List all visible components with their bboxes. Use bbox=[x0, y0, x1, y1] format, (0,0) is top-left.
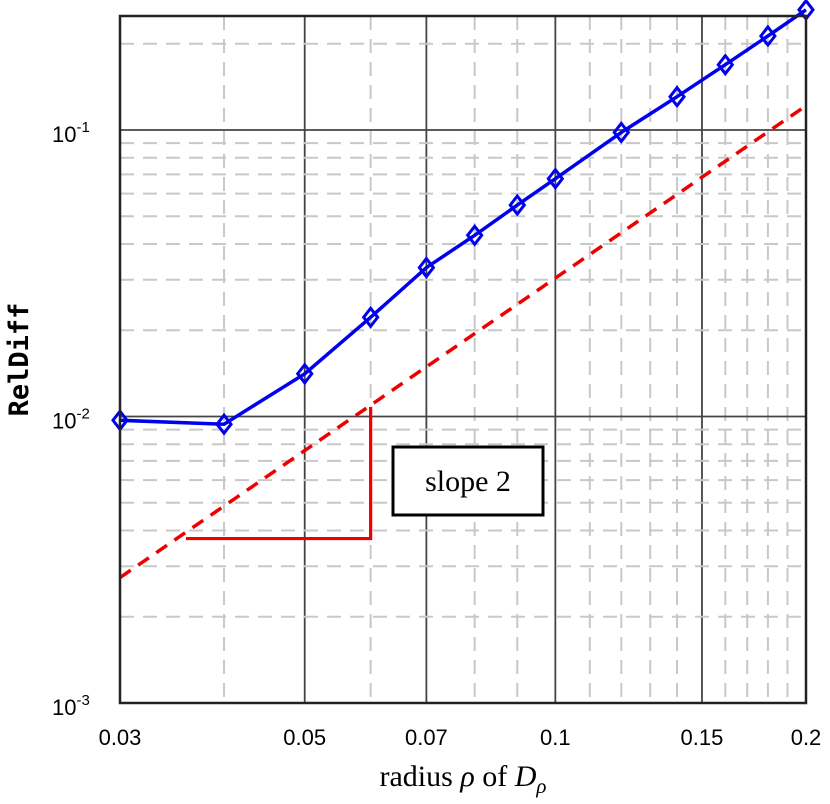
slope-annotation: slope 2 bbox=[185, 406, 545, 541]
y-tick-labels: 10-3 10-2 10-1 bbox=[52, 119, 90, 720]
y-tick-label: 10-1 bbox=[52, 119, 90, 147]
y-axis-label: RelDiff bbox=[4, 303, 35, 417]
x-tick-label: 0.07 bbox=[405, 725, 448, 750]
data-point-marker bbox=[508, 193, 527, 217]
x-tick-label: 0.1 bbox=[540, 725, 571, 750]
reference-slope-line bbox=[119, 104, 807, 580]
x-tick-label: 0.05 bbox=[283, 725, 326, 750]
data-point-marker bbox=[215, 412, 233, 436]
series-layer bbox=[111, 0, 815, 580]
y-tick-label: 10-2 bbox=[52, 406, 90, 434]
data-point-marker bbox=[465, 223, 484, 247]
data-point-marker bbox=[417, 256, 436, 280]
x-tick-labels: 0.03 0.05 0.07 0.1 0.15 0.2 bbox=[99, 725, 822, 750]
data-point-marker bbox=[295, 362, 314, 386]
data-point-marker bbox=[546, 167, 565, 191]
data-series-line bbox=[119, 8, 807, 426]
x-tick-label: 0.2 bbox=[791, 725, 822, 750]
slope-label-box bbox=[391, 445, 545, 517]
x-tick-label: 0.15 bbox=[681, 725, 724, 750]
y-tick-label: 10-3 bbox=[52, 692, 90, 720]
plot-frame bbox=[118, 14, 808, 705]
slope-triangle bbox=[185, 406, 373, 541]
data-point-marker bbox=[361, 305, 380, 329]
data-point-marker bbox=[668, 85, 686, 109]
data-point-marker bbox=[612, 120, 631, 144]
grid bbox=[119, 16, 807, 704]
x-axis-label: radius ρ of Dρ bbox=[380, 760, 547, 798]
x-tick-label: 0.03 bbox=[99, 725, 142, 750]
data-point-marker bbox=[716, 53, 735, 77]
slope-label: slope 2 bbox=[425, 465, 511, 498]
data-point-marker bbox=[758, 24, 777, 48]
